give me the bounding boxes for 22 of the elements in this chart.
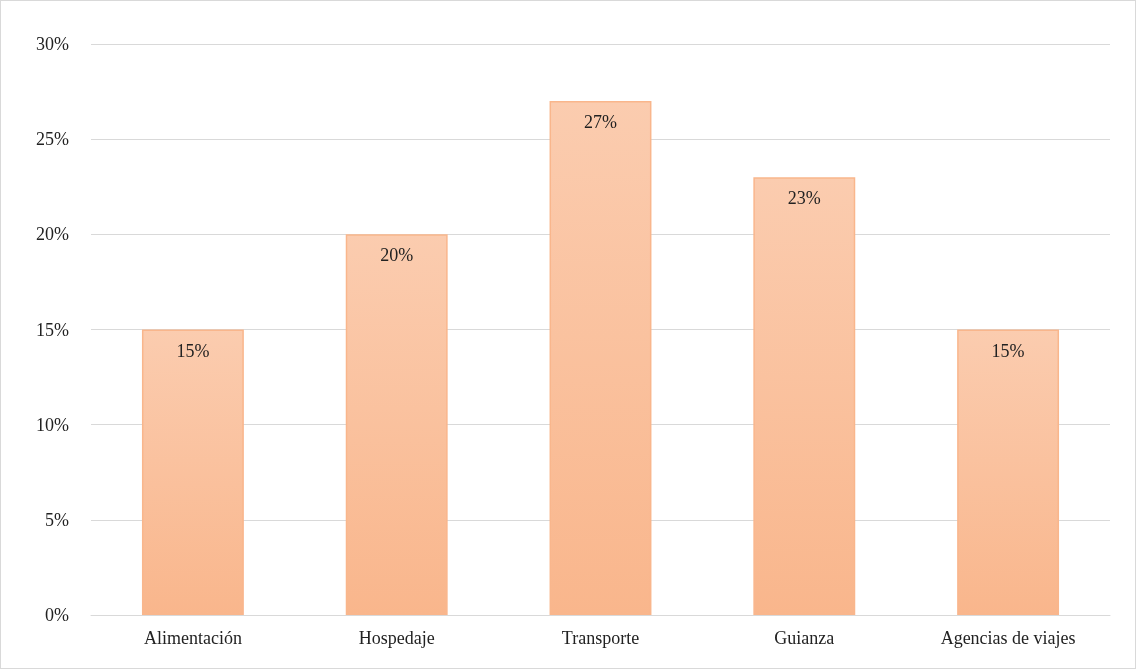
x-tick-label: Agencias de viajes — [940, 628, 1076, 648]
data-label: 27% — [584, 112, 617, 133]
bar — [957, 329, 1060, 615]
data-label: 15% — [991, 340, 1025, 361]
y-tick-label: 30% — [36, 34, 69, 54]
x-tick-label: Transporte — [561, 628, 640, 648]
y-tick-label: 20% — [36, 224, 69, 245]
bar — [753, 177, 856, 615]
bar — [549, 101, 652, 615]
data-label: 20% — [380, 245, 414, 266]
x-tick-label: Guianza — [774, 628, 835, 648]
y-tick-label: 15% — [36, 319, 69, 340]
bar — [345, 234, 448, 615]
y-tick-label: 0% — [45, 605, 69, 625]
x-tick-label: Hospedaje — [358, 628, 435, 648]
y-tick-label: 5% — [45, 509, 69, 530]
bar — [141, 329, 244, 615]
data-label: 15% — [176, 340, 210, 361]
x-tick-label: Alimentación — [143, 628, 242, 648]
data-label: 23% — [787, 188, 821, 209]
y-tick-label: 10% — [36, 414, 69, 435]
y-tick-label: 25% — [36, 129, 69, 150]
